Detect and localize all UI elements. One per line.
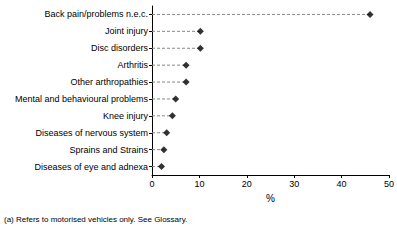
svg-text:Diseases of nervous system: Diseases of nervous system (35, 128, 148, 138)
svg-text:(a) Refers to motorised vehicl: (a) Refers to motorised vehicles only. S… (4, 215, 187, 224)
svg-text:Sprains and Strains: Sprains and Strains (69, 145, 148, 155)
svg-text:Mental and behavioural problem: Mental and behavioural problems (15, 94, 149, 104)
svg-text:Arthritis: Arthritis (117, 60, 148, 70)
svg-text:Back pain/problems n.e.c.: Back pain/problems n.e.c. (44, 9, 148, 19)
svg-text:40: 40 (337, 179, 347, 189)
svg-text:Disc disorders: Disc disorders (91, 43, 149, 53)
svg-text:Other arthropathies: Other arthropathies (70, 77, 148, 87)
svg-text:Knee injury: Knee injury (103, 111, 149, 121)
svg-text:0: 0 (149, 179, 154, 189)
svg-text:Diseases of eye and adnexa: Diseases of eye and adnexa (34, 162, 148, 172)
svg-text:50: 50 (384, 179, 394, 189)
svg-text:10: 10 (194, 179, 204, 189)
svg-text:Joint injury: Joint injury (105, 26, 149, 36)
svg-text:%: % (266, 193, 275, 204)
svg-text:20: 20 (242, 179, 252, 189)
svg-text:30: 30 (289, 179, 299, 189)
